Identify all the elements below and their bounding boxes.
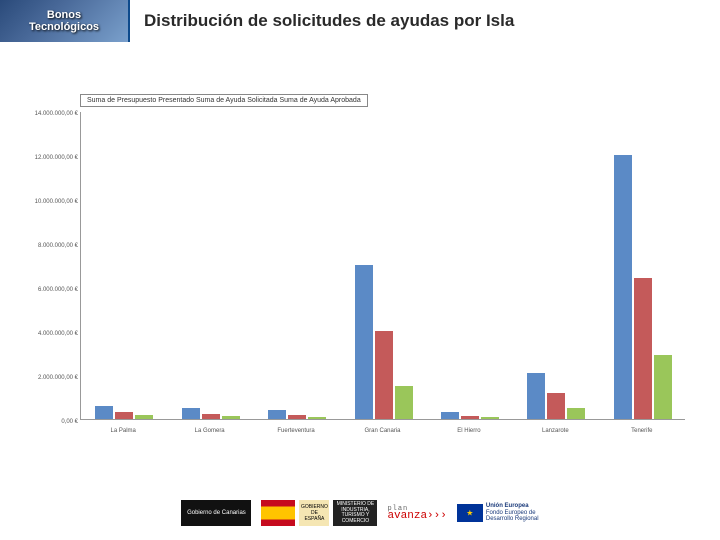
bar-el-hierro-series-2 — [481, 417, 499, 419]
y-axis-tick-label: 0,00 € — [30, 419, 78, 425]
bar-gran-canaria-series-1 — [375, 331, 393, 419]
x-axis-category-label: Fuerteventura — [277, 428, 314, 434]
spain-flag-icon — [261, 500, 295, 526]
union-europea-logo: Unión Europea Fondo Europeo de Desarroll… — [457, 498, 539, 528]
y-axis-tick-label: 6.000.000,00 € — [30, 287, 78, 293]
bar-la-palma-series-1 — [115, 412, 133, 419]
eu-flag-icon — [457, 504, 483, 522]
gobierno-espana-label: GOBIERNO DE ESPAÑA — [299, 500, 329, 526]
eu-line3: Desarrollo Regional — [486, 516, 539, 522]
logo-line1: Bonos — [47, 9, 81, 21]
logo-line2: Tecnológicos — [29, 21, 99, 33]
bar-gran-canaria-series-0 — [355, 265, 373, 419]
y-axis-tick-label: 2.000.000,00 € — [30, 375, 78, 381]
bar-lanzarote-series-0 — [527, 373, 545, 419]
bar-lanzarote-series-1 — [547, 393, 565, 419]
x-axis-category-label: La Gomera — [195, 428, 225, 434]
y-axis-tick-label: 14.000.000,00 € — [30, 111, 78, 117]
eu-line2: Fondo Europeo de — [486, 510, 536, 516]
bar-lanzarote-series-2 — [567, 408, 585, 419]
y-axis-tick-label: 8.000.000,00 € — [30, 243, 78, 249]
bar-fuerteventura-series-1 — [288, 415, 306, 419]
bar-la-palma-series-2 — [135, 415, 153, 419]
bar-la-palma-series-0 — [95, 406, 113, 419]
x-axis-category-label: Tenerife — [631, 428, 652, 434]
x-axis-category-label: Gran Canaria — [364, 428, 400, 434]
footer-logos: Gobierno de Canarias GOBIERNO DE ESPAÑA … — [0, 498, 720, 528]
gobierno-canarias-logo: Gobierno de Canarias — [181, 498, 251, 528]
gobierno-espana-logo: GOBIERNO DE ESPAÑA MINISTERIO DE INDUSTR… — [261, 498, 377, 528]
bar-el-hierro-series-0 — [441, 412, 459, 419]
plan-avanza-logo: plan avanza››› — [387, 498, 446, 528]
x-axis-category-label: La Palma — [111, 428, 136, 434]
page-title: Distribución de solicitudes de ayudas po… — [130, 0, 720, 42]
y-axis-tick-label: 4.000.000,00 € — [30, 331, 78, 337]
bar-el-hierro-series-1 — [461, 416, 479, 419]
y-axis-tick-label: 12.000.000,00 € — [30, 155, 78, 161]
chart-container: Suma de Presupuesto Presentado Suma de A… — [30, 100, 690, 440]
bar-tenerife-series-1 — [634, 278, 652, 419]
bar-la-gomera-series-2 — [222, 416, 240, 419]
bar-tenerife-series-0 — [614, 155, 632, 419]
chart-plot-area — [80, 112, 685, 420]
chart-legend: Suma de Presupuesto Presentado Suma de A… — [80, 94, 368, 107]
bar-la-gomera-series-1 — [202, 414, 220, 420]
bar-la-gomera-series-0 — [182, 408, 200, 419]
x-axis-category-label: Lanzarote — [542, 428, 569, 434]
bar-tenerife-series-2 — [654, 355, 672, 419]
gobierno-canarias-label: Gobierno de Canarias — [181, 500, 251, 526]
ministerio-label: MINISTERIO DE INDUSTRIA, TURISMO Y COMER… — [333, 500, 377, 526]
y-axis-tick-label: 10.000.000,00 € — [30, 199, 78, 205]
bar-fuerteventura-series-0 — [268, 410, 286, 419]
bonos-logo: BonosTecnológicos — [0, 0, 130, 42]
header-bar: BonosTecnológicos Distribución de solici… — [0, 0, 720, 42]
plan-avanza-text: avanza››› — [387, 510, 446, 522]
bar-gran-canaria-series-2 — [395, 386, 413, 419]
bar-fuerteventura-series-2 — [308, 417, 326, 419]
eu-line1: Unión Europea — [486, 503, 529, 509]
x-axis-category-label: El Hierro — [457, 428, 480, 434]
